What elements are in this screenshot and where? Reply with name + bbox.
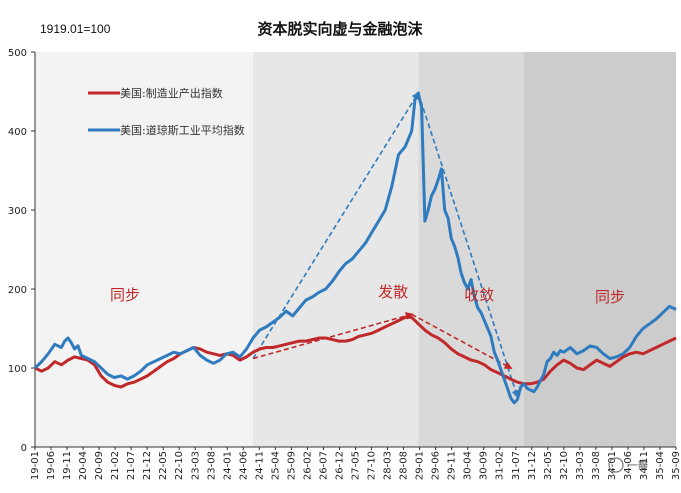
x-tick-label: 33-08 — [591, 451, 602, 480]
x-tick-label: 21-02 — [110, 451, 121, 480]
x-tick-label: 34-01 — [607, 451, 618, 480]
x-tick-label: 24-01 — [222, 451, 233, 480]
phase-band-3 — [524, 52, 676, 447]
axis-ticks: 0 100 200 300 400 500 19-01 19-06 19-11 20-04 20-0… — [8, 48, 681, 480]
y-tick-label: 0 — [21, 443, 27, 454]
x-tick-label: 35-09 — [671, 451, 681, 480]
x-tick-label: 22-05 — [158, 451, 169, 480]
legend-label-dow-jones: 美国:道琼斯工业平均指数 — [120, 123, 245, 137]
x-tick-label: 34-06 — [623, 451, 634, 480]
x-tick-label: 35-04 — [655, 451, 666, 480]
x-tick-label: 20-09 — [94, 451, 105, 480]
phase-shading — [35, 52, 676, 447]
x-tick-label: 24-06 — [238, 451, 249, 480]
x-tick-label: 23-03 — [190, 451, 201, 480]
series-line-manufacturing — [34, 315, 677, 389]
x-tick-label: 26-12 — [334, 451, 345, 480]
phase-band-1 — [253, 52, 419, 447]
x-tick-label: 28-08 — [399, 451, 410, 480]
phase-label-3: 同步 — [595, 288, 625, 306]
y-tick-label: 400 — [8, 127, 27, 138]
x-tick-label: 25-04 — [270, 451, 281, 480]
x-tick-label: 32-10 — [559, 451, 570, 480]
trend-arrow-2 — [252, 312, 414, 360]
x-tick-label: 30-04 — [463, 451, 474, 480]
phase-label-1: 发散 — [378, 283, 408, 301]
x-tick-label: 27-10 — [367, 451, 378, 480]
x-tick-label: 24-11 — [254, 451, 265, 480]
x-tick-label: 20-04 — [78, 451, 89, 480]
y-tick-label: 200 — [8, 285, 27, 296]
x-tick-label: 19-06 — [46, 451, 57, 480]
x-tick-label: 30-09 — [479, 451, 490, 480]
y-tick-label: 300 — [8, 206, 27, 217]
x-tick-label: 21-07 — [126, 451, 137, 480]
phase-label-0: 同步 — [110, 286, 140, 304]
trend-arrow-3 — [411, 313, 513, 369]
legend-label-manufacturing: 美国:制造业产出指数 — [120, 86, 223, 100]
x-tick-label: 33-03 — [575, 451, 586, 480]
legend: 美国:制造业产出指数 美国:道琼斯工业平均指数 — [88, 86, 245, 137]
chart-title: 资本脱实向虚与金融泡沫 — [257, 20, 423, 38]
x-tick-label: 22-10 — [174, 451, 185, 480]
watermark-text: 一瓣 — [628, 460, 648, 472]
x-tick-label: 31-12 — [527, 451, 538, 480]
x-tick-label: 31-02 — [495, 451, 506, 480]
x-tick-label: 19-01 — [30, 451, 41, 480]
x-tick-label: 29-06 — [431, 451, 442, 480]
x-tick-label: 26-07 — [318, 451, 329, 480]
wechat-icon — [608, 457, 624, 473]
x-tick-label: 25-09 — [286, 451, 297, 480]
x-tick-label: 26-02 — [302, 451, 313, 480]
x-tick-label: 29-11 — [447, 451, 458, 480]
phase-label-2: 收敛 — [464, 286, 494, 304]
x-tick-label: 23-08 — [206, 451, 217, 480]
x-tick-label: 34-11 — [639, 451, 650, 480]
phase-labels: 同步 发散 收敛 同步 — [110, 283, 625, 306]
series-line-dow-jones — [33, 91, 677, 405]
x-tick-label: 31-07 — [511, 451, 522, 480]
y-tick-label: 500 — [8, 48, 27, 59]
x-tick-label: 21-12 — [142, 451, 153, 480]
x-tick-label: 19-11 — [62, 451, 73, 480]
x-tick-label: 27-05 — [351, 451, 362, 480]
watermark: 一瓣 — [608, 457, 648, 473]
series-lines — [33, 91, 677, 405]
x-tick-label: 28-03 — [383, 451, 394, 480]
phase-band-0 — [35, 52, 254, 447]
trend-arrow-1 — [417, 92, 520, 399]
base-note: 1919.01=100 — [40, 22, 111, 36]
axes — [31, 51, 677, 450]
x-tick-label: 29-01 — [415, 451, 426, 480]
x-tick-label: 32-05 — [543, 451, 554, 480]
y-tick-label: 100 — [8, 364, 27, 375]
